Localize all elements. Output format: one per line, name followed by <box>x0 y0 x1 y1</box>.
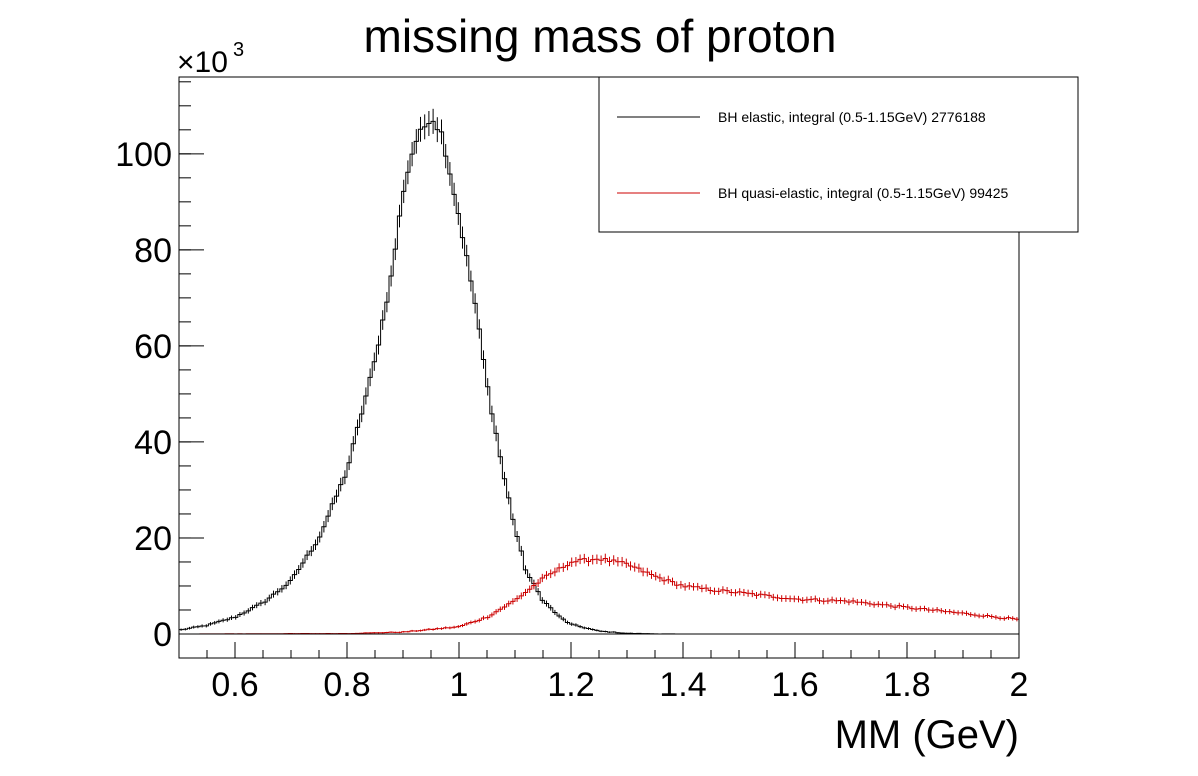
y-tick-label: 80 <box>134 232 172 270</box>
y-multiplier-text: ×10 <box>177 46 228 79</box>
chart-title: missing mass of proton <box>364 10 837 62</box>
legend-label-elastic: BH elastic, integral (0.5-1.15GeV) 27761… <box>718 109 986 125</box>
x-tick-label: 1 <box>450 666 469 704</box>
legend-label-quasi-elastic: BH quasi-elastic, integral (0.5-1.15GeV)… <box>718 185 1008 201</box>
x-tick-label: 1.8 <box>883 666 930 704</box>
histogram-chart: missing mass of proton 0.6 0.8 1 1.2 1.4 1.6 1… <box>0 0 1198 776</box>
y-multiplier-exponent: 3 <box>233 39 244 61</box>
x-tick-label: 0.6 <box>211 666 258 704</box>
y-tick-label: 40 <box>134 424 172 462</box>
x-axis-title: MM (GeV) <box>835 713 1019 757</box>
legend-box <box>599 77 1078 232</box>
y-tick-label: 20 <box>134 520 172 558</box>
x-tick-label: 1.2 <box>547 666 594 704</box>
legend: BH elastic, integral (0.5-1.15GeV) 27761… <box>599 77 1078 232</box>
x-tick-label: 2 <box>1010 666 1029 704</box>
x-tick-label: 1.4 <box>659 666 706 704</box>
x-tick-label: 1.6 <box>771 666 818 704</box>
y-tick-label: 0 <box>153 616 172 654</box>
y-tick-label: 100 <box>115 136 172 174</box>
y-tick-label: 60 <box>134 328 172 366</box>
x-tick-label: 0.8 <box>323 666 370 704</box>
